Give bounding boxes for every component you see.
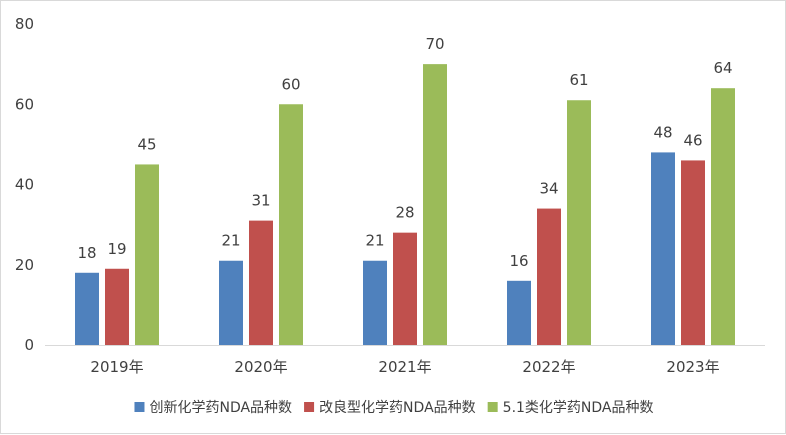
legend-label: 改良型化学药NDA品种数 bbox=[319, 400, 476, 416]
data-label: 60 bbox=[281, 75, 300, 93]
bar[interactable] bbox=[711, 88, 735, 345]
data-label: 48 bbox=[653, 123, 672, 141]
data-label: 34 bbox=[539, 180, 558, 198]
data-label: 19 bbox=[107, 240, 126, 258]
x-category-label: 2023年 bbox=[666, 358, 719, 376]
bar[interactable] bbox=[279, 104, 303, 345]
bar[interactable] bbox=[423, 64, 447, 345]
data-label: 46 bbox=[683, 131, 702, 149]
x-category-label: 2021年 bbox=[378, 358, 431, 376]
bar[interactable] bbox=[537, 208, 561, 345]
legend-label: 创新化学药NDA品种数 bbox=[149, 400, 292, 416]
x-category-label: 2022年 bbox=[522, 358, 575, 376]
bar[interactable] bbox=[567, 100, 591, 345]
data-label: 16 bbox=[509, 252, 528, 270]
y-tick-label: 80 bbox=[15, 15, 34, 33]
data-label: 61 bbox=[569, 71, 588, 89]
legend-marker bbox=[487, 402, 498, 412]
legend-label: 5.1类化学药NDA品种数 bbox=[503, 400, 654, 416]
bar[interactable] bbox=[651, 152, 675, 345]
y-tick-label: 60 bbox=[15, 95, 34, 113]
bar[interactable] bbox=[507, 280, 531, 345]
data-label: 21 bbox=[365, 232, 384, 250]
x-category-label: 2020年 bbox=[234, 358, 287, 376]
y-tick-label: 40 bbox=[15, 176, 34, 194]
data-label: 21 bbox=[221, 232, 240, 250]
y-tick-label: 20 bbox=[15, 256, 34, 274]
bar[interactable] bbox=[105, 268, 129, 345]
legend-marker bbox=[304, 402, 315, 412]
bar[interactable] bbox=[219, 260, 243, 345]
x-category-label: 2019年 bbox=[90, 358, 143, 376]
bar[interactable] bbox=[249, 220, 273, 345]
bar[interactable] bbox=[75, 272, 99, 345]
y-tick-label: 0 bbox=[24, 336, 34, 354]
bar[interactable] bbox=[363, 260, 387, 345]
data-label: 64 bbox=[713, 59, 732, 77]
bar[interactable] bbox=[393, 232, 417, 345]
data-label: 28 bbox=[395, 204, 414, 222]
data-label: 70 bbox=[425, 35, 444, 53]
bar[interactable] bbox=[681, 160, 705, 345]
data-label: 31 bbox=[251, 192, 270, 210]
data-label: 45 bbox=[137, 135, 156, 153]
data-label: 18 bbox=[77, 244, 96, 262]
bar[interactable] bbox=[135, 164, 159, 345]
legend-marker bbox=[134, 402, 145, 412]
